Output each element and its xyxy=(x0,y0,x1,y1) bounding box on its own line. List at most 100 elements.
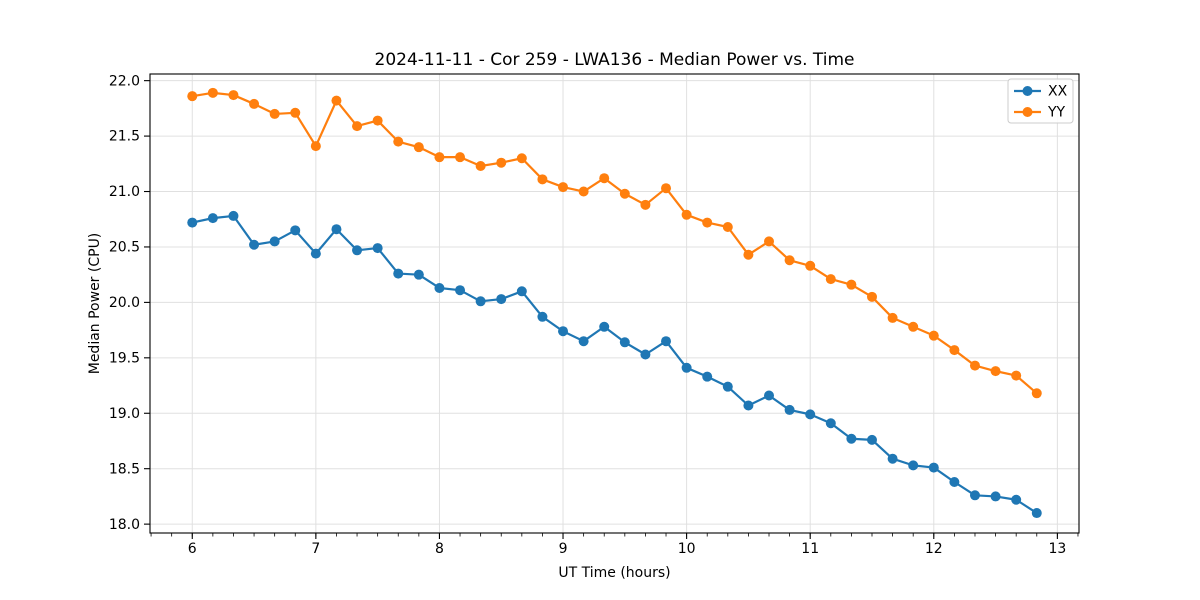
axis-ticks xyxy=(144,80,1079,539)
data-point xyxy=(1031,388,1042,399)
data-point xyxy=(619,188,630,199)
data-point xyxy=(516,153,527,164)
x-tick-label: 10 xyxy=(678,541,696,557)
data-point xyxy=(990,366,1001,377)
data-point xyxy=(599,173,610,184)
data-point xyxy=(784,255,795,266)
data-point xyxy=(764,390,775,401)
data-point xyxy=(969,360,980,371)
legend: XX YY xyxy=(1007,78,1074,124)
data-point xyxy=(249,98,260,109)
axis-tick-labels: 6 7 8 9 10 11 12 13 18.0 18.5 19.0 19.5 20.0 20.5 21.0… xyxy=(109,73,1066,557)
y-tick-label: 19.5 xyxy=(109,350,140,366)
data-point xyxy=(434,152,445,163)
data-point xyxy=(496,157,507,168)
data-point xyxy=(413,269,424,280)
data-point xyxy=(434,282,445,293)
data-point xyxy=(661,336,672,347)
data-point xyxy=(269,108,280,119)
y-tick-label: 18.5 xyxy=(109,461,140,477)
data-point xyxy=(743,249,754,260)
data-point xyxy=(764,236,775,247)
data-point xyxy=(928,462,939,473)
data-point xyxy=(393,268,404,279)
axes-spines xyxy=(149,73,1080,534)
data-point xyxy=(640,199,651,210)
data-point xyxy=(310,248,321,259)
data-point xyxy=(310,141,321,152)
data-point xyxy=(393,136,404,147)
data-point xyxy=(537,174,548,185)
data-point xyxy=(702,217,713,228)
data-point xyxy=(949,477,960,487)
data-point xyxy=(290,225,301,236)
data-point xyxy=(537,311,548,322)
data-point xyxy=(228,210,239,221)
data-point xyxy=(846,433,857,444)
legend-sample-marker xyxy=(1022,107,1033,117)
data-point xyxy=(1031,508,1042,519)
data-point xyxy=(722,381,733,392)
data-point xyxy=(681,362,692,373)
data-point xyxy=(372,243,383,254)
data-point xyxy=(372,115,383,126)
data-point xyxy=(558,182,569,193)
data-point xyxy=(1011,494,1022,505)
data-point xyxy=(805,260,816,271)
y-tick-label: 21.5 xyxy=(109,129,140,145)
x-axis-label: UT Time (hours) xyxy=(558,565,670,581)
y-tick-label: 20.5 xyxy=(109,240,140,256)
data-point xyxy=(1011,370,1022,381)
data-point xyxy=(640,349,651,360)
data-point xyxy=(866,291,877,302)
series-YY xyxy=(187,87,1042,399)
x-tick-label: 11 xyxy=(801,541,819,557)
data-point xyxy=(187,217,198,228)
data-point xyxy=(207,213,218,224)
data-point xyxy=(455,152,466,163)
plot-frame xyxy=(149,73,1080,534)
data-point xyxy=(331,95,342,106)
data-point xyxy=(619,337,630,348)
data-point xyxy=(969,490,980,501)
data-point xyxy=(887,312,898,323)
y-tick-label: 20.0 xyxy=(109,295,140,311)
y-tick-label: 18.0 xyxy=(109,517,140,533)
data-point xyxy=(722,222,733,232)
data-point xyxy=(352,245,363,256)
data-point xyxy=(578,186,589,197)
y-tick-label: 19.0 xyxy=(109,406,140,422)
data-point xyxy=(352,121,363,132)
data-point xyxy=(928,330,939,341)
data-point xyxy=(331,224,342,235)
data-point xyxy=(887,453,898,464)
x-tick-label: 6 xyxy=(188,541,197,557)
data-point xyxy=(290,107,301,118)
series-XX xyxy=(187,210,1042,519)
legend-label: XX xyxy=(1048,84,1068,100)
data-point xyxy=(516,286,527,297)
gridlines xyxy=(150,74,1079,533)
data-point xyxy=(825,274,836,285)
x-tick-label: 7 xyxy=(311,541,320,557)
y-tick-label: 21.0 xyxy=(109,184,140,200)
data-point xyxy=(249,239,260,250)
data-point xyxy=(269,236,280,247)
legend-label: YY xyxy=(1047,105,1066,121)
data-point xyxy=(228,90,239,101)
chart-title: 2024-11-11 - Cor 259 - LWA136 - Median P… xyxy=(375,50,855,70)
data-point xyxy=(475,296,486,307)
data-point xyxy=(702,371,713,382)
data-point xyxy=(908,460,919,471)
data-point xyxy=(496,294,507,305)
data-point xyxy=(805,409,816,420)
data-point xyxy=(558,326,569,337)
x-tick-label: 8 xyxy=(435,541,444,557)
data-point xyxy=(455,285,466,296)
legend-sample-marker xyxy=(1022,86,1033,96)
data-series xyxy=(187,87,1042,519)
data-point xyxy=(866,434,877,445)
data-point xyxy=(784,404,795,415)
data-point xyxy=(743,400,754,411)
